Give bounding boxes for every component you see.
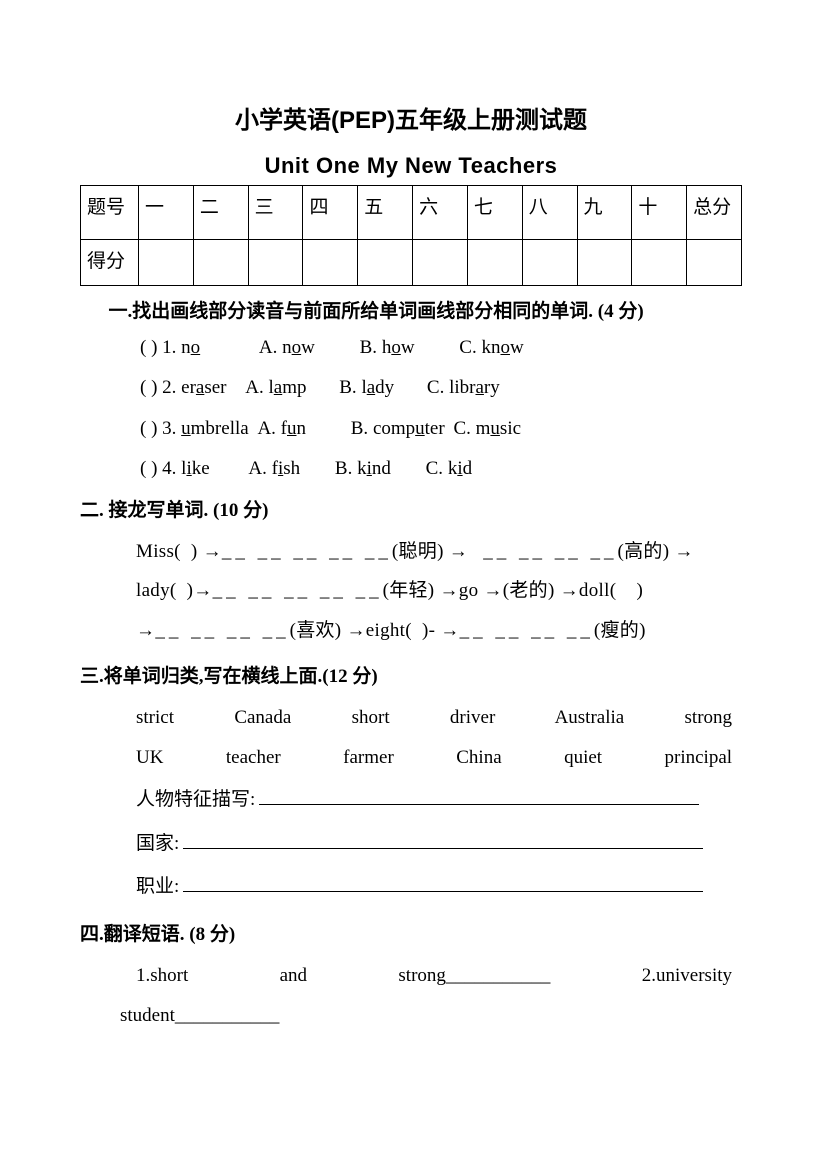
col-head: 二 [193,186,248,240]
q1-line-4: ( ) 4. like A. fish B. kind C. kid [80,454,742,484]
col-head: 九 [577,186,632,240]
unit-title: Unit One My New Teachers [80,153,742,179]
main-title: 小学英语(PEP)五年级上册测试题 [80,100,742,135]
q1-line-1: ( ) 1. no A. now B. how C. know [80,333,742,363]
section-1-head: 一.找出画线部分读音与前面所给单词画线部分相同的单词. (4 分) [80,296,742,323]
chain-line-3: →__ __ __ __(喜欢) →eight( )- →__ __ __ __… [80,611,742,651]
category-line-2: 国家: [80,822,742,866]
word-row-1: strict Canada short driver Australia str… [80,698,742,738]
col-head: 四 [303,186,358,240]
table-row: 题号 一 二 三 四 五 六 七 八 九 十 总分 [81,186,742,240]
col-head: 八 [522,186,577,240]
score-cell [303,240,358,286]
section-2-head: 二. 接龙写单词. (10 分) [80,495,742,522]
score-cell [248,240,303,286]
score-cell [522,240,577,286]
col-head: 六 [413,186,468,240]
translate-line-1: 1.short and strong___________ 2.universi… [80,956,742,996]
word-row-2: UK teacher farmer China quiet principal [80,738,742,778]
chain-line-2: lady( )→__ __ __ __ __(年轻) →go →(老的) →do… [80,571,742,611]
score-cell [632,240,687,286]
col-head: 总分 [687,186,742,240]
chain-line-1: Miss( ) →__ __ __ __ __(聪明) → __ __ __ _… [80,532,742,572]
col-head: 一 [139,186,194,240]
category-line-3: 职业: [80,865,742,909]
row-label-1: 题号 [81,186,139,240]
score-cell [413,240,468,286]
score-cell [358,240,413,286]
score-cell [687,240,742,286]
col-head: 十 [632,186,687,240]
score-cell [467,240,522,286]
category-line-1: 人物特征描写: [80,778,742,822]
col-head: 七 [467,186,522,240]
col-head: 三 [248,186,303,240]
section-4-head: 四.翻译短语. (8 分) [80,919,742,946]
score-cell [139,240,194,286]
score-cell [193,240,248,286]
q1-line-3: ( ) 3. umbrella A. fun B. computer C. mu… [80,414,742,444]
score-table: 题号 一 二 三 四 五 六 七 八 九 十 总分 得分 [80,185,742,286]
score-cell [577,240,632,286]
section-3-head: 三.将单词归类,写在横线上面.(12 分) [80,661,742,688]
row-label-2: 得分 [81,240,139,286]
table-row: 得分 [81,240,742,286]
q1-line-2: ( ) 2. eraser A. lamp B. lady C. library [80,373,742,403]
translate-line-2: student___________ [80,996,742,1036]
col-head: 五 [358,186,413,240]
